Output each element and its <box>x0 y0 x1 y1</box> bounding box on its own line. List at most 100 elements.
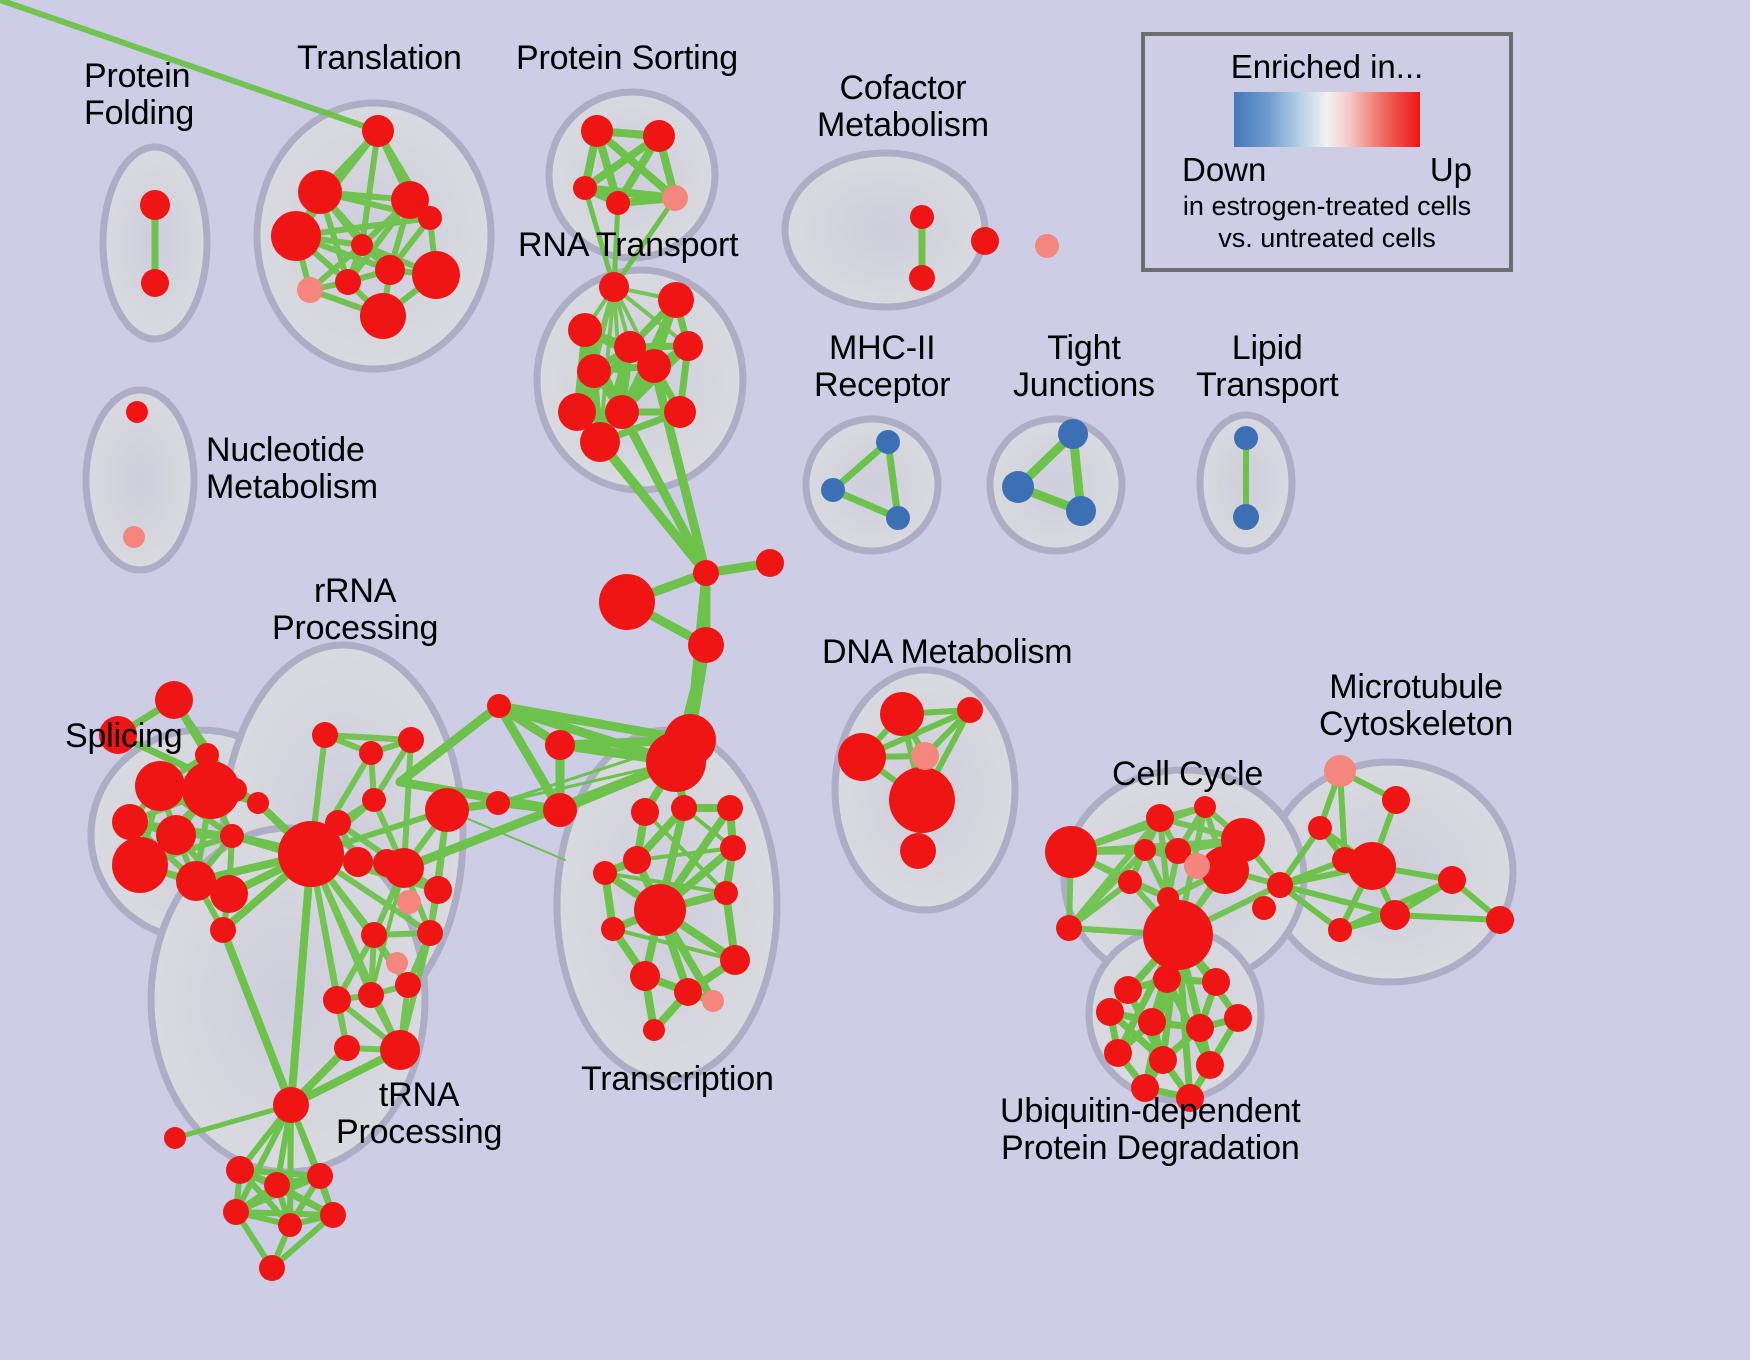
node <box>1096 998 1124 1026</box>
node <box>264 1172 290 1198</box>
node <box>720 835 746 861</box>
cluster-label-rrna-processing: rRNA Processing <box>272 572 439 647</box>
node <box>195 743 219 767</box>
node <box>176 861 216 901</box>
node <box>1224 1004 1252 1032</box>
node <box>1056 915 1082 941</box>
node <box>601 917 625 941</box>
node <box>1348 842 1396 890</box>
node <box>971 227 999 255</box>
node <box>99 716 137 754</box>
node <box>1202 968 1230 996</box>
node <box>486 791 510 815</box>
node <box>876 430 900 454</box>
node <box>418 206 442 230</box>
node <box>1002 471 1034 503</box>
node <box>1252 896 1276 920</box>
node <box>223 1199 249 1225</box>
node <box>362 788 386 812</box>
cluster-label-splicing: Splicing <box>65 717 183 755</box>
node <box>1308 816 1332 840</box>
node <box>278 1213 302 1237</box>
node <box>1382 786 1410 814</box>
node <box>380 1030 420 1070</box>
node <box>543 793 577 827</box>
node <box>1186 1014 1214 1042</box>
node <box>1143 900 1213 970</box>
legend-box: Enriched in... Down Up in estrogen-treat… <box>1141 32 1513 272</box>
node <box>580 422 620 462</box>
hull-nucleotide <box>82 386 198 574</box>
node <box>900 833 936 869</box>
node <box>573 176 597 200</box>
node <box>1066 496 1096 526</box>
node <box>688 627 724 663</box>
node <box>123 526 145 548</box>
node <box>821 478 845 502</box>
node <box>1045 826 1097 878</box>
node <box>135 761 185 811</box>
node <box>397 890 421 914</box>
legend-low-label: Down <box>1182 151 1267 188</box>
node <box>112 837 168 893</box>
network-nodes <box>99 115 1514 1281</box>
cluster-label-protein-sorting: Protein Sorting <box>516 39 738 77</box>
node <box>1118 870 1142 894</box>
node <box>1058 419 1088 449</box>
node <box>1194 796 1216 818</box>
node <box>141 269 169 297</box>
node <box>664 396 696 428</box>
cluster-label-dna-metabolism: DNA Metabolism <box>822 633 1073 671</box>
node <box>1324 755 1356 787</box>
node <box>320 1202 346 1228</box>
node <box>343 847 373 877</box>
node <box>259 1255 285 1281</box>
node <box>910 205 934 229</box>
node <box>361 922 387 948</box>
node <box>674 978 702 1006</box>
node <box>335 269 361 295</box>
node <box>164 1127 186 1149</box>
node <box>1438 866 1466 894</box>
node <box>278 821 344 887</box>
node <box>693 560 719 586</box>
node <box>662 185 688 211</box>
node <box>1149 1046 1177 1074</box>
legend-subtitle-line-2: vs. untreated cells <box>1218 223 1436 254</box>
node <box>1134 839 1156 861</box>
cluster-label-microtubule-cytoskeleton: Microtubule Cytoskeleton <box>1319 668 1514 743</box>
node <box>577 354 611 388</box>
legend-color-bar <box>1234 92 1420 147</box>
node <box>886 506 910 530</box>
node <box>631 798 659 826</box>
node <box>568 313 602 347</box>
cluster-label-protein-folding: Protein Folding <box>84 57 195 132</box>
node <box>487 694 511 718</box>
node <box>375 255 405 285</box>
node <box>1146 804 1174 832</box>
node <box>360 293 406 339</box>
node <box>630 961 660 991</box>
legend-title: Enriched in... <box>1230 48 1424 85</box>
node <box>323 986 351 1014</box>
legend-high-label: Up <box>1429 151 1472 188</box>
node <box>210 917 236 943</box>
node <box>1184 853 1210 879</box>
node <box>223 778 247 802</box>
node <box>1201 846 1249 894</box>
node <box>359 741 383 765</box>
node <box>558 393 596 431</box>
node <box>155 681 193 719</box>
node <box>307 1163 333 1189</box>
node <box>673 331 703 361</box>
node <box>351 234 373 256</box>
cluster-label-trna-processing: tRNA Processing <box>336 1076 503 1151</box>
node <box>156 815 196 855</box>
cluster-label-rna-transport: RNA Transport <box>518 226 739 264</box>
node <box>398 727 424 753</box>
node <box>658 282 694 318</box>
node <box>911 742 939 770</box>
cluster-label-transcription: Transcription <box>581 1060 774 1098</box>
node <box>1138 1008 1166 1036</box>
